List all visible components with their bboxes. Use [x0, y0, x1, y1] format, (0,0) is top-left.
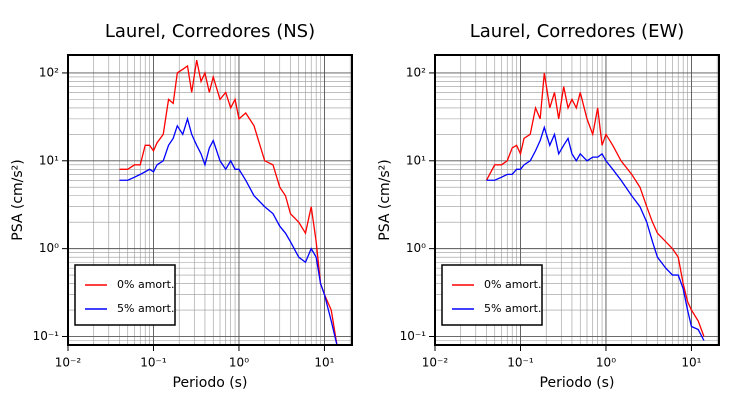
x-tick-label: 10⁻¹ — [507, 356, 534, 370]
chart-title: Laurel, Corredores (NS) — [105, 21, 315, 42]
y-tick-label: 10² — [406, 65, 426, 79]
y-tick-label: 10⁻¹ — [400, 329, 427, 343]
legend-label: 5% amort. — [484, 302, 541, 315]
x-tick-label: 10⁰ — [229, 356, 249, 370]
legend: 0% amort. 5% amort. — [441, 264, 543, 326]
x-axis-label: Periodo (s) — [540, 375, 615, 391]
series-line — [119, 59, 338, 345]
y-tick-label: 10¹ — [406, 153, 426, 167]
series-line — [119, 116, 338, 345]
y-axis-label: PSA (cm/s²) — [10, 159, 26, 241]
y-tick-label: 10⁻¹ — [33, 329, 60, 343]
series-line — [485, 72, 705, 337]
x-axis-label: Periodo (s) — [173, 375, 248, 391]
plot-frame — [67, 54, 353, 346]
y-tick-label: 10¹ — [39, 153, 59, 167]
plot-frame — [434, 54, 720, 346]
x-tick-label: 10⁰ — [596, 356, 616, 370]
x-tick-label: 10⁻¹ — [140, 356, 167, 370]
chart-title: Laurel, Corredores (EW) — [470, 21, 685, 42]
x-tick-label: 10⁻² — [55, 356, 82, 370]
y-tick-label: 10⁰ — [39, 241, 59, 255]
legend: 0% amort. 5% amort. — [74, 264, 176, 326]
x-tick-label: 10¹ — [681, 356, 701, 370]
legend-label: 0% amort. — [117, 278, 174, 291]
x-tick-label: 10¹ — [314, 356, 334, 370]
y-axis-label: PSA (cm/s²) — [377, 159, 393, 241]
chart-panel: Laurel, Corredores (NS) Periodo (s) PSA (c… — [10, 21, 353, 391]
series-line — [486, 125, 705, 341]
legend-box — [74, 264, 176, 326]
y-tick-label: 10² — [39, 65, 59, 79]
legend-label: 0% amort. — [484, 278, 541, 291]
legend-label: 5% amort. — [117, 302, 174, 315]
x-tick-label: 10⁻² — [422, 356, 449, 370]
y-tick-label: 10⁰ — [406, 241, 426, 255]
legend-box — [441, 264, 543, 326]
chart-panel: Laurel, Corredores (EW) Periodo (s) PSA (c… — [377, 21, 720, 391]
